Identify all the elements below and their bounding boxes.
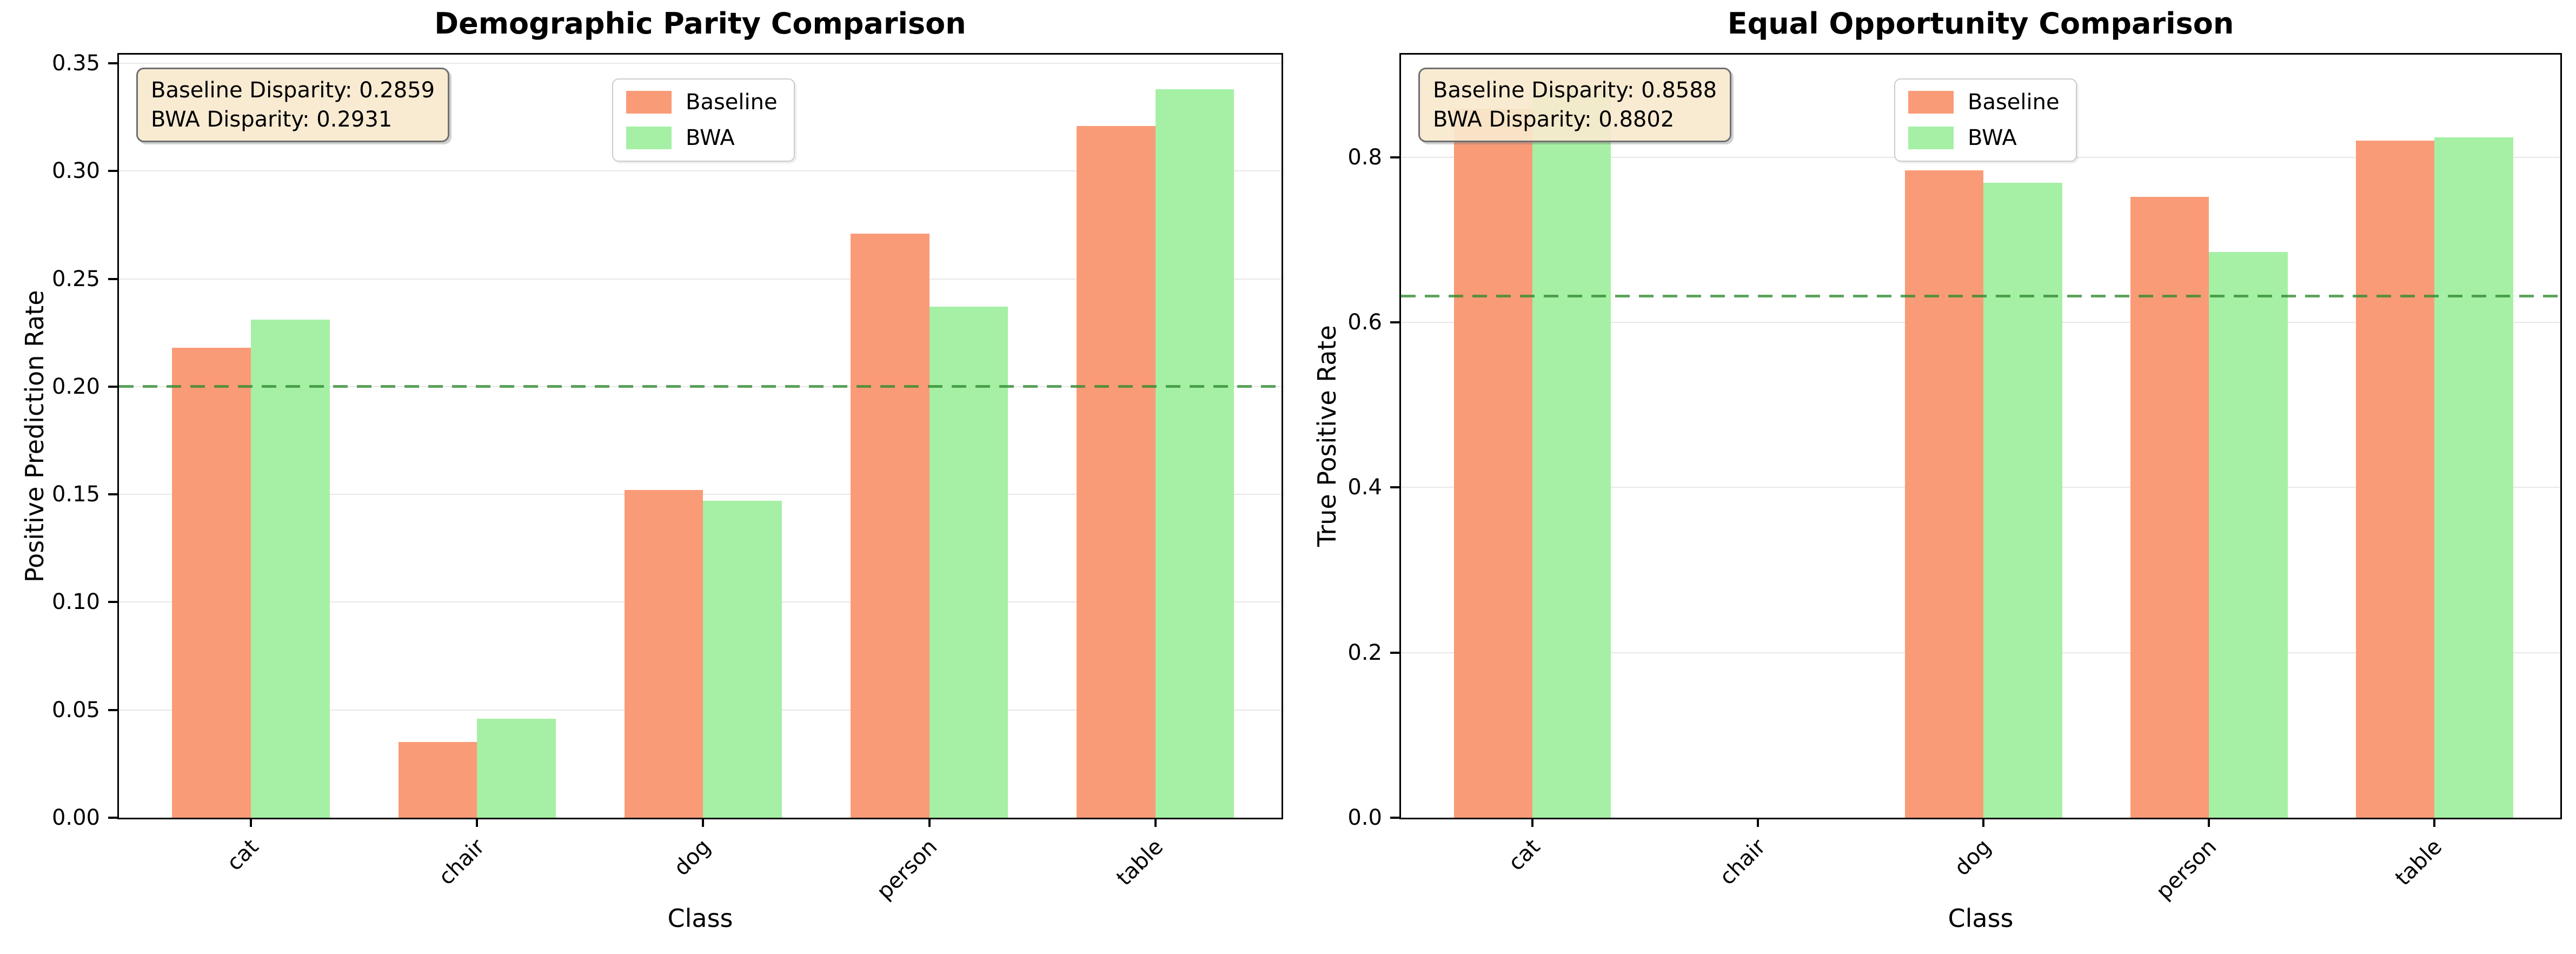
- left-disparity-annotation: Baseline Disparity: 0.2859 BWA Disparity…: [136, 68, 450, 142]
- bar-bwa-dog: [703, 501, 782, 818]
- x-tick-mark: [1531, 818, 1534, 827]
- y-tick-mark: [108, 708, 117, 711]
- x-tick-label: cat: [222, 834, 264, 876]
- bar-bwa-person: [2209, 252, 2288, 818]
- y-tick-label: 0.2: [1347, 640, 1382, 665]
- baseline-swatch: [626, 91, 672, 114]
- y-tick-label: 0.05: [51, 697, 100, 723]
- x-tick-label: person: [2152, 834, 2222, 905]
- legend-item-bwa: BWA: [1908, 126, 2060, 150]
- y-tick-mark: [108, 277, 117, 280]
- y-tick-label: 0.00: [51, 805, 100, 830]
- bwa-legend-label: BWA: [1968, 125, 2017, 150]
- y-tick-label: 0.20: [51, 374, 100, 399]
- x-tick-label: chair: [1715, 834, 1771, 890]
- x-tick-mark: [1982, 818, 1985, 827]
- x-tick-label: chair: [434, 834, 490, 890]
- y-tick-mark: [1390, 156, 1399, 158]
- bar-baseline-chair: [398, 742, 477, 818]
- x-tick-mark: [928, 818, 931, 827]
- bar-bwa-person: [929, 307, 1008, 818]
- bar-baseline-person: [850, 233, 930, 818]
- bar-baseline-table: [2356, 141, 2435, 818]
- x-tick-label: cat: [1504, 834, 1545, 876]
- bar-bwa-cat: [251, 320, 330, 818]
- right-disparity-annotation: Baseline Disparity: 0.8588 BWA Disparity…: [1418, 68, 1732, 142]
- y-tick-label: 0.25: [51, 266, 100, 292]
- legend-item-bwa: BWA: [626, 126, 778, 150]
- bwa-disparity-text: BWA Disparity: 0.8802: [1433, 107, 1675, 132]
- bar-baseline-person: [2130, 196, 2209, 818]
- equal-opportunity-plot-area: Baseline Disparity: 0.8588 BWA Disparity…: [1347, 53, 2562, 904]
- left-chart-title: Demographic Parity Comparison: [434, 6, 966, 41]
- gridline: [119, 170, 1282, 172]
- demographic-parity-plot-area: Baseline Disparity: 0.2859 BWA Disparity…: [52, 51, 1283, 904]
- y-tick-mark: [1390, 321, 1399, 323]
- x-tick-mark: [250, 818, 253, 827]
- bar-bwa-table: [1155, 89, 1234, 818]
- baseline-legend-label: Baseline: [1968, 90, 2060, 115]
- bar-bwa-table: [2434, 137, 2513, 818]
- gridline: [119, 278, 1282, 280]
- mean-rate-reference-line: [119, 385, 1282, 388]
- y-tick-mark: [108, 817, 117, 819]
- y-tick-label: 0.0: [1347, 805, 1382, 830]
- y-tick-mark: [108, 385, 117, 388]
- baseline-legend-label: Baseline: [686, 90, 778, 115]
- bar-baseline-table: [1077, 125, 1156, 818]
- x-tick-mark: [2208, 818, 2210, 827]
- y-tick-mark: [1390, 651, 1399, 654]
- x-tick-mark: [1154, 818, 1157, 827]
- right-x-axis-label: Class: [1948, 904, 2014, 933]
- bwa-swatch: [1908, 127, 1954, 149]
- y-tick-mark: [1390, 486, 1399, 489]
- baseline-disparity-text: Baseline Disparity: 0.8588: [1433, 78, 1717, 103]
- bwa-disparity-text: BWA Disparity: 0.2931: [151, 107, 393, 132]
- y-tick-mark: [108, 493, 117, 496]
- bwa-swatch: [626, 127, 672, 149]
- x-tick-label: table: [1111, 834, 1168, 891]
- bar-baseline-cat: [172, 348, 251, 818]
- x-tick-mark: [702, 818, 705, 827]
- baseline-disparity-text: Baseline Disparity: 0.2859: [151, 78, 435, 103]
- bar-baseline-dog: [1905, 170, 1984, 818]
- baseline-swatch: [1908, 91, 1954, 114]
- x-tick-label: table: [2391, 834, 2447, 891]
- y-tick-label: 0.10: [51, 589, 100, 615]
- bar-bwa-chair: [477, 718, 556, 818]
- mean-rate-reference-line: [1401, 294, 2560, 297]
- legend-item-baseline: Baseline: [626, 90, 778, 114]
- x-tick-mark: [2433, 818, 2436, 827]
- right-legend: Baseline BWA: [1894, 78, 2077, 162]
- left-legend: Baseline BWA: [612, 78, 795, 162]
- y-tick-label: 0.15: [51, 482, 100, 507]
- bar-baseline-cat: [1454, 108, 1533, 818]
- y-tick-mark: [108, 170, 117, 173]
- x-tick-label: person: [872, 834, 942, 905]
- x-tick-mark: [476, 818, 479, 827]
- gridline: [119, 62, 1282, 64]
- bar-bwa-cat: [1532, 91, 1611, 818]
- legend-item-baseline: Baseline: [1908, 90, 2060, 114]
- y-tick-label: 0.30: [51, 158, 100, 184]
- x-tick-label: dog: [669, 834, 716, 881]
- y-tick-mark: [108, 62, 117, 64]
- right-chart-title: Equal Opportunity Comparison: [1727, 6, 2234, 41]
- y-tick-mark: [1390, 817, 1399, 819]
- y-tick-label: 0.6: [1347, 309, 1382, 335]
- x-tick-mark: [1757, 818, 1760, 827]
- y-tick-label: 0.4: [1347, 475, 1382, 500]
- bar-baseline-dog: [624, 490, 703, 818]
- bar-bwa-dog: [1983, 182, 2062, 818]
- left-x-axis-label: Class: [667, 904, 733, 933]
- y-tick-label: 0.8: [1347, 144, 1382, 170]
- x-tick-label: dog: [1949, 834, 1996, 881]
- y-tick-mark: [108, 601, 117, 604]
- bwa-legend-label: BWA: [686, 125, 735, 150]
- y-tick-label: 0.35: [51, 50, 100, 76]
